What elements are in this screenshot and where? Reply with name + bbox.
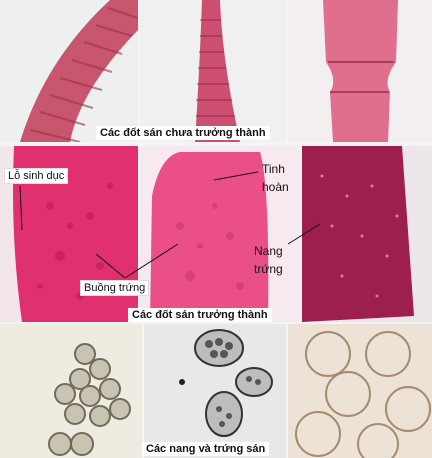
eggs-photo-3 <box>288 324 432 458</box>
egg-cyst-label-line2: trứng <box>254 262 283 276</box>
immature-segment-photo-2 <box>140 0 286 142</box>
cysts-and-eggs-caption: Các nang và trứng sán <box>142 442 270 456</box>
testes-label-line2: hoàn <box>262 180 289 194</box>
testes-label-line1: Tinh <box>262 162 285 176</box>
egg-cyst-label-line1: Nang <box>254 244 283 258</box>
mature-segment-photo-2 <box>140 146 300 322</box>
immature-segment-photo-3 <box>288 0 432 142</box>
immature-segment-photo-1 <box>0 0 138 142</box>
ovary-label: Buồng trứng <box>80 280 150 296</box>
eggs-photo-1 <box>0 324 142 458</box>
immature-segments-caption: Các đốt sán chưa trưởng thành <box>96 126 270 140</box>
mature-segments-caption: Các đốt sán trưởng thành <box>128 308 272 322</box>
mature-segment-photo-3 <box>302 146 432 322</box>
genital-pore-label: Lỗ sinh dục <box>4 168 69 184</box>
eggs-photo-2 <box>144 324 286 458</box>
